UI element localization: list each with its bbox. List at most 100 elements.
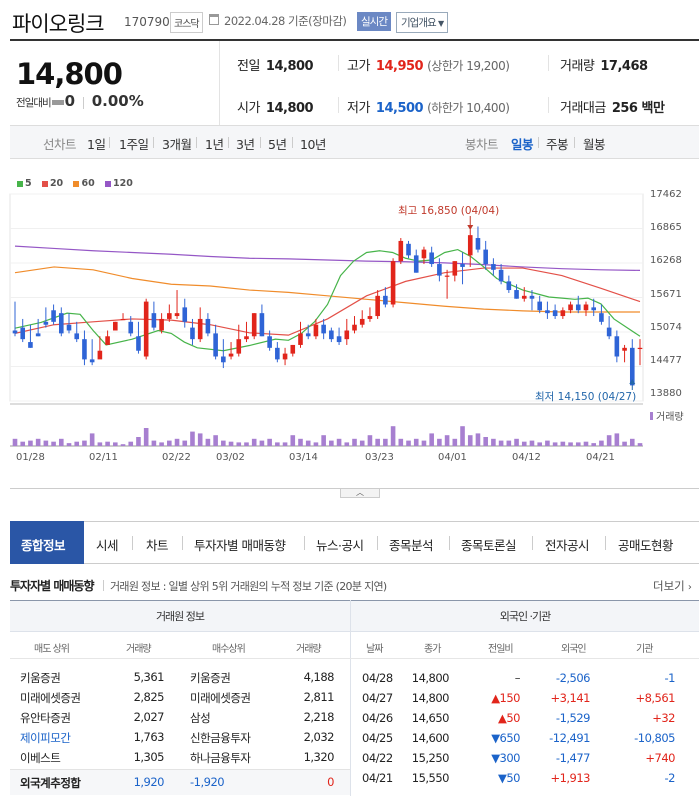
candle-body: [352, 324, 357, 331]
broker-sell-name: 제이피모간: [20, 731, 71, 745]
candle-body: [89, 359, 95, 363]
volume-bar: [120, 444, 126, 446]
y-tick: 17462: [650, 189, 682, 200]
broker-buy-volume: 4,188: [303, 670, 335, 684]
foreign-change: –: [514, 671, 521, 685]
candle-body: [637, 347, 643, 350]
tab-1d[interactable]: 1일: [87, 137, 106, 152]
x-tick: 03/23: [365, 452, 394, 463]
candle-body: [483, 249, 488, 265]
realtime-button[interactable]: 실시간: [357, 12, 391, 31]
tab-3m[interactable]: 3개월: [162, 137, 192, 152]
candle-body: [167, 313, 172, 319]
tab-3y[interactable]: 3년: [236, 137, 255, 152]
volume-bar: [429, 433, 434, 446]
section-title: 투자자별 매매동향: [10, 579, 94, 593]
volume-bar: [143, 428, 149, 446]
volume-bar: [537, 442, 542, 446]
tab-summary[interactable]: 종합정보: [21, 538, 66, 553]
stock-name: 파이오링크: [12, 12, 105, 36]
volume-bar: [483, 437, 488, 446]
tab-5y[interactable]: 5년: [268, 137, 287, 152]
candle-body: [128, 321, 134, 334]
tab-summary-active[interactable]: [10, 521, 84, 564]
summary-open: 시가 14,800: [237, 101, 314, 116]
candle-body: [529, 295, 535, 299]
volume-bar: [213, 435, 218, 446]
candle-body: [251, 313, 257, 337]
foreign-total-row: [10, 769, 350, 795]
tab-daily[interactable]: 일봉: [511, 137, 534, 152]
foreign-close: 15,550: [411, 771, 450, 785]
candle-body: [614, 336, 620, 357]
collapse-toggle-button[interactable]: ︿: [340, 488, 380, 498]
candle-body: [367, 316, 373, 319]
tab-investor-trend[interactable]: 투자자별 매매동향: [194, 538, 286, 553]
tab-1y[interactable]: 1년: [205, 137, 224, 152]
broker-sell-volume: 5,361: [133, 670, 165, 684]
price-box: [10, 41, 220, 125]
foreign-total-sell: 1,920: [133, 775, 165, 789]
candle-body: [298, 333, 303, 345]
tab-discussion[interactable]: 종목토론실: [461, 538, 517, 553]
volume-bar: [113, 442, 118, 446]
institution-net: -2: [664, 771, 676, 785]
low-arrow-icon: [629, 379, 636, 384]
broker-sell-volume: 2,825: [133, 690, 165, 704]
candle-body: [552, 310, 558, 317]
broker-buy-name: 삼성: [190, 711, 211, 725]
stock-chart[interactable]: [0, 0, 699, 480]
y-tick: 15074: [650, 322, 682, 333]
volume-bar: [43, 440, 49, 446]
tab-news[interactable]: 뉴스·공시: [316, 538, 364, 553]
tab-monthly[interactable]: 월봉: [583, 137, 606, 152]
candle-body: [383, 295, 388, 305]
flat-icon: [51, 100, 64, 105]
tab-10y[interactable]: 10년: [300, 137, 326, 152]
stock-code: 170790: [124, 15, 170, 29]
foreign-change: ▲150: [491, 691, 520, 705]
candle-body: [305, 333, 311, 337]
tab-quotes[interactable]: 시세: [96, 538, 119, 553]
volume-bar: [105, 441, 110, 446]
institution-net: +32: [652, 711, 675, 725]
volume-bar: [398, 438, 404, 446]
volume-bar: [552, 442, 558, 446]
candle-body: [506, 281, 512, 291]
candle-body: [136, 336, 141, 351]
tab-chart[interactable]: 차트: [146, 538, 169, 553]
more-link[interactable]: 더보기 ›: [653, 579, 692, 593]
ma5-line: [14, 248, 641, 352]
volume-bar: [321, 435, 326, 446]
volume-bar: [51, 441, 56, 446]
broker-table-title: 거래원 정보: [10, 600, 350, 632]
candle-body: [344, 330, 350, 340]
candle-body: [429, 252, 434, 265]
summary-prev-close: 전일 14,800: [237, 59, 314, 74]
candle-body: [583, 304, 589, 311]
tab-analysis[interactable]: 종목분석: [389, 538, 434, 553]
candle-body: [375, 295, 380, 317]
volume-bar: [190, 431, 195, 446]
volume-bar: [506, 440, 512, 446]
candle-body: [228, 353, 234, 357]
y-tick: 16865: [650, 222, 682, 233]
volume-bar: [35, 438, 41, 446]
volume-bar: [205, 438, 211, 446]
candle-body: [236, 339, 242, 354]
company-overview-dropdown[interactable]: 기업개요 ▼: [396, 12, 449, 33]
price-change: 전일대비 0 0.00%: [16, 92, 144, 110]
volume-bar: [352, 438, 357, 446]
candle-body: [259, 313, 265, 337]
col-header: 종가: [424, 644, 441, 655]
volume-bar: [267, 438, 272, 446]
tab-disclosure[interactable]: 전자공시: [545, 538, 590, 553]
candle-body: [267, 336, 272, 348]
current-price: 14,800: [16, 57, 123, 91]
broker-buy-name: 하나금융투자: [190, 751, 251, 765]
tab-1w[interactable]: 1주일: [119, 137, 149, 152]
volume-bar: [614, 433, 620, 446]
tab-weekly[interactable]: 주봉: [546, 137, 569, 152]
summary-low: 저가 14,500 (하한가 10,400): [347, 101, 510, 116]
tab-short-selling[interactable]: 공매도현황: [618, 538, 674, 553]
